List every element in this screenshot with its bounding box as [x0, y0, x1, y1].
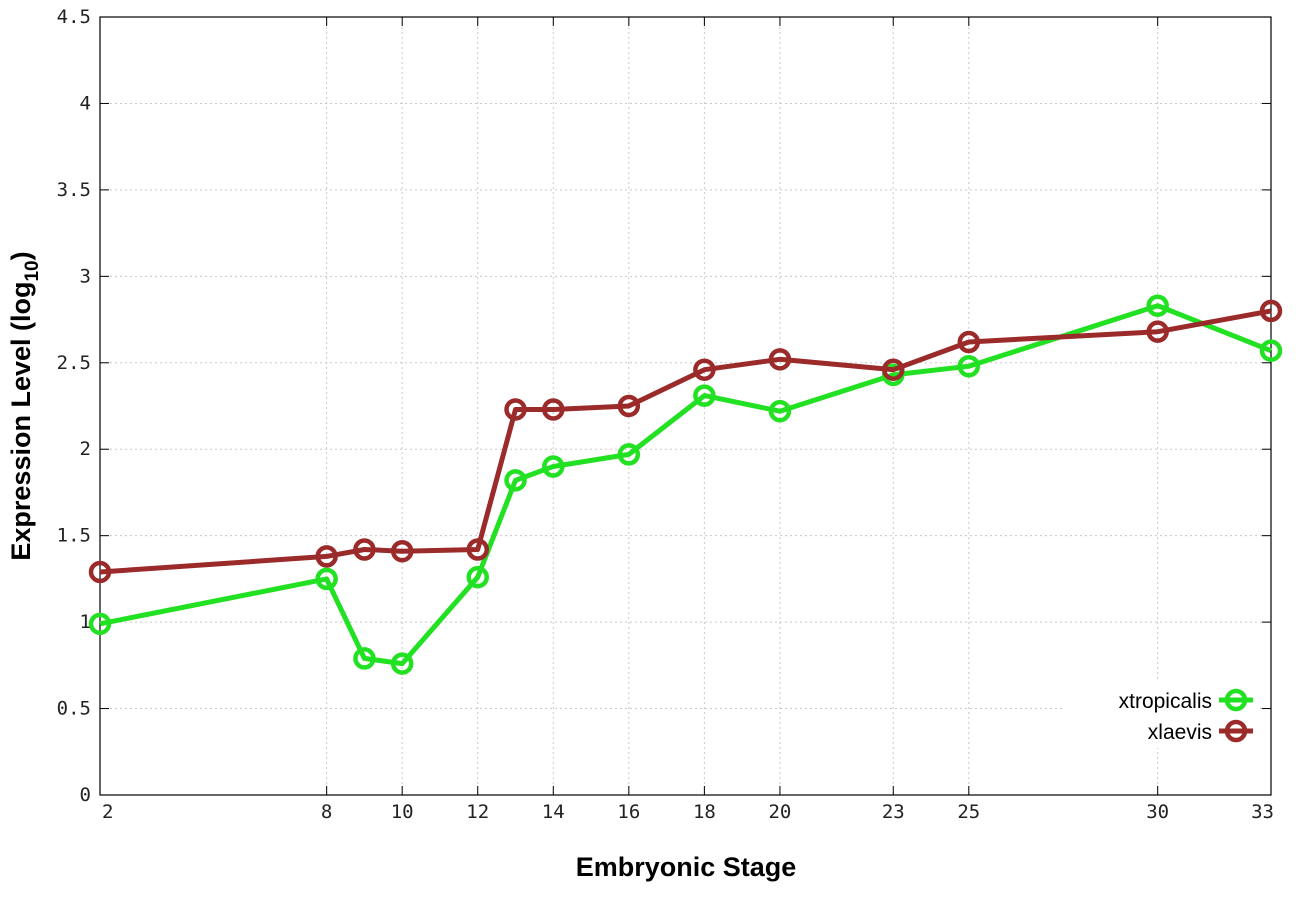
data-point-xtropicalis	[466, 565, 489, 589]
x-tick-label: 10	[391, 801, 414, 823]
data-point-xlaevis	[617, 394, 641, 418]
data-point-xtropicalis	[617, 443, 641, 466]
series-layer	[88, 294, 1283, 675]
data-point-xtropicalis	[1146, 294, 1169, 317]
data-point-xlaevis	[1259, 299, 1283, 323]
y-tick-label: 0	[80, 784, 91, 806]
y-tick-label: 3	[80, 265, 91, 287]
data-point-xlaevis	[693, 358, 716, 381]
data-point-xtropicalis	[1259, 339, 1283, 362]
y-tick-label: 4	[80, 92, 91, 114]
legend-marker-xlaevis	[1224, 719, 1248, 743]
data-point-xtropicalis	[504, 469, 527, 492]
data-point-xlaevis	[882, 358, 905, 381]
data-point-xlaevis	[390, 539, 414, 563]
x-tick-label: 12	[466, 801, 489, 823]
series-xlaevis	[88, 299, 1283, 584]
y-axis-title-end: )	[6, 251, 36, 260]
data-point-xtropicalis	[957, 354, 981, 378]
data-point-xlaevis	[1146, 320, 1169, 343]
x-tick-label: 2	[102, 801, 113, 823]
data-point-xtropicalis	[88, 612, 112, 636]
x-tick-label: 20	[768, 801, 791, 823]
data-point-xlaevis	[957, 330, 981, 354]
legend-label-xlaevis: xlaevis	[1148, 721, 1212, 744]
data-point-xlaevis	[353, 538, 376, 561]
y-axis-title-subscript: 10	[22, 260, 43, 281]
x-tick-label: 16	[617, 801, 640, 823]
data-point-xtropicalis	[768, 399, 792, 423]
x-tick-label: 30	[1146, 801, 1169, 823]
data-point-xlaevis	[768, 348, 792, 371]
y-tick-label: 4.5	[57, 6, 91, 28]
legend-label-xtropicalis: xtropicalis	[1119, 690, 1212, 713]
x-tick-label: 23	[882, 801, 905, 823]
data-point-xtropicalis	[353, 647, 376, 670]
y-tick-label: 1.5	[57, 525, 91, 547]
data-point-xlaevis	[315, 545, 338, 568]
axis-ticks: 0 0.5 1 1.5 2 2.5 3 3.5 4 4.5 2 8 10 12 14 16 18 20 23 25 30…	[57, 6, 1274, 823]
legend-marker-xtropicalis	[1224, 688, 1248, 712]
series-xtropicalis	[88, 294, 1283, 675]
y-tick-label: 2.5	[57, 352, 91, 374]
series-line-xlaevis	[99, 308, 1272, 575]
y-axis-title-main: Expression Level (log	[6, 282, 36, 561]
data-point-xlaevis	[466, 538, 489, 561]
plot-frame	[99, 16, 1272, 796]
data-point-xtropicalis	[693, 384, 716, 407]
data-point-xtropicalis	[315, 567, 338, 591]
x-tick-label: 33	[1251, 801, 1274, 823]
data-point-xlaevis	[88, 560, 112, 584]
y-tick-label: 1	[80, 611, 91, 633]
grid-lines	[100, 17, 1271, 795]
x-tick-label: 25	[957, 801, 980, 823]
y-axis-title: Expression Level (log10)	[6, 251, 43, 560]
y-tick-label: 0.5	[57, 698, 91, 720]
series-line-xtropicalis	[99, 303, 1272, 667]
y-tick-label: 3.5	[57, 179, 91, 201]
x-tick-label: 14	[542, 801, 565, 823]
data-point-xlaevis	[542, 398, 565, 421]
y-tick-label: 2	[80, 438, 91, 460]
x-tick-label: 18	[693, 801, 716, 823]
legend: xtropicalis xlaevis	[1065, 680, 1260, 748]
data-point-xtropicalis	[542, 455, 565, 478]
data-point-xlaevis	[504, 398, 527, 421]
x-tick-label: 8	[321, 801, 332, 823]
x-axis-title: Embryonic Stage	[576, 852, 797, 882]
data-point-xtropicalis	[390, 652, 414, 675]
